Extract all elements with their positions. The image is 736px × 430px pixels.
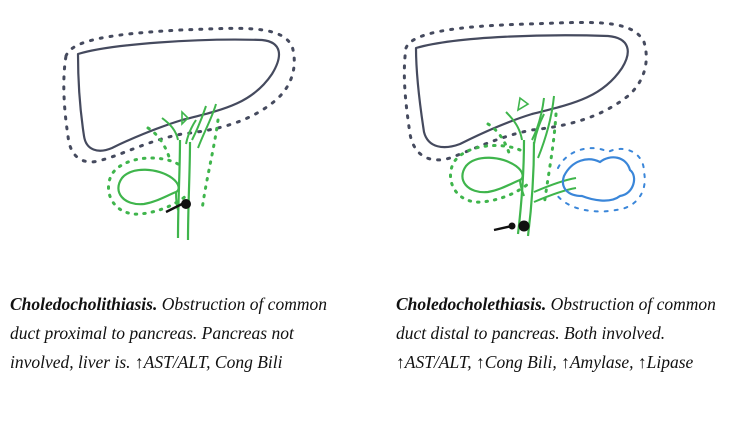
caption-left-title: Choledocholithiasis.	[10, 294, 158, 314]
diagram-distal-obstruction	[402, 20, 648, 237]
diagram-proximal-obstruction	[62, 26, 296, 241]
hepatic-duct-fork	[181, 110, 190, 126]
liver-inflammation-dashes	[62, 26, 296, 164]
pancreatic-duct-upper	[533, 177, 577, 193]
panel-choledocholethiasis: Choledocholethiasis. Obstruction of comm…	[368, 0, 736, 430]
gallbladder-inflammation-dots	[449, 144, 530, 204]
duct-branch-lower	[531, 97, 545, 141]
hepatic-duct-fork	[516, 96, 530, 112]
stone	[181, 199, 191, 209]
stone-small	[508, 222, 516, 230]
liver-outline	[414, 34, 629, 149]
stone-pointer	[165, 202, 183, 214]
common-duct-right-wall	[526, 141, 536, 237]
pancreas-inflammation-dashes	[555, 147, 646, 213]
gallbladder-outline	[461, 156, 524, 194]
caption-left: Choledocholithiasis. Obstruction of comm…	[10, 290, 355, 377]
duct-branch-upper	[537, 95, 555, 159]
caption-right-title: Choledocholethiasis.	[396, 294, 547, 314]
duct-branch-lower	[191, 105, 207, 141]
duct-branch-upper	[197, 103, 217, 149]
caption-right-description: Obstruction of common duct distal to pan…	[396, 294, 716, 372]
pancreas-outline	[561, 156, 636, 202]
duct-inflammation-dots	[146, 118, 220, 212]
panel-choledocholithiasis: Choledocholithiasis. Obstruction of comm…	[10, 26, 355, 377]
gallbladder-outline	[117, 168, 180, 206]
gallbladder-inflammation-dots	[107, 156, 188, 216]
caption-right: Choledocholethiasis. Obstruction of comm…	[396, 290, 736, 377]
liver-inflammation-dashes	[402, 20, 648, 162]
hepatic-duct-left	[161, 117, 179, 141]
hepatic-duct-left	[505, 111, 523, 141]
pancreatic-duct-lower	[533, 187, 577, 203]
common-duct-right-wall	[186, 141, 192, 241]
hepatic-duct-right	[185, 119, 197, 145]
caption-left-description: Obstruction of common duct proximal to p…	[10, 294, 327, 372]
stone	[518, 220, 530, 232]
cystic-duct	[519, 179, 525, 197]
